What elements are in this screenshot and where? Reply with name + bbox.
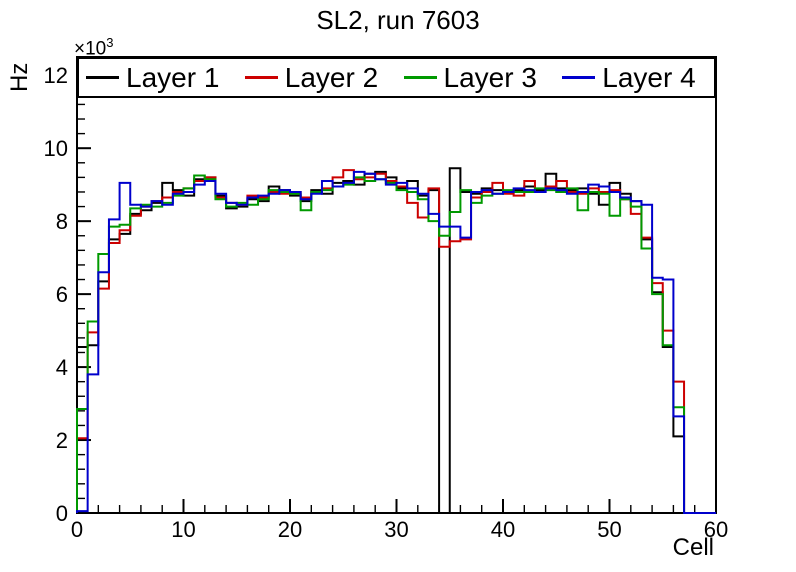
histogram-line-layer-1	[76, 167, 716, 514]
y-tick-label: 4	[56, 355, 68, 380]
legend-line-icon-layer-2	[244, 76, 278, 79]
histogram-line-layer-4	[76, 170, 716, 514]
legend-label-layer-2: Layer 2	[284, 61, 379, 93]
x-tick-label: 60	[704, 517, 728, 542]
x-axis-label: Cell	[672, 534, 714, 561]
legend-entry-layer-3: Layer 3	[397, 61, 556, 93]
y-axis-label: Hz	[6, 62, 33, 92]
plot-frame	[76, 56, 717, 514]
x-tick-label: 40	[491, 517, 515, 542]
y-tick-label: 0	[56, 501, 68, 526]
legend-line-icon-layer-3	[403, 76, 437, 79]
legend-entry-layer-4: Layer 4	[555, 61, 714, 93]
y-tick-label: 6	[56, 282, 68, 307]
histogram-line-layer-3	[76, 174, 716, 514]
legend-label-layer-3: Layer 3	[443, 61, 537, 93]
legend-label-layer-4: Layer 4	[602, 61, 696, 93]
y-axis-exponent-power: 3	[106, 35, 114, 50]
legend-box: Layer 1 Layer 2 Layer 3 Layer 4	[77, 57, 716, 98]
legend-line-icon-layer-1	[86, 76, 119, 79]
x-tick-label: 30	[384, 517, 408, 542]
y-axis-exponent-base: ×10	[74, 38, 107, 60]
plot-title: SL2, run 7603	[316, 5, 480, 35]
y-tick-label: 2	[56, 428, 68, 453]
histogram-line-layer-2	[76, 169, 716, 514]
y-tick-label: 8	[56, 209, 68, 234]
legend-entry-layer-1: Layer 1	[79, 61, 238, 93]
x-tick-label: 20	[278, 517, 302, 542]
y-axis-exponent: ×103	[74, 35, 113, 60]
x-tick-label: 10	[171, 517, 195, 542]
x-tick-label: 50	[597, 517, 621, 542]
legend-label-layer-1: Layer 1	[126, 61, 220, 93]
legend-line-icon-layer-4	[562, 76, 596, 79]
y-tick-label: 12	[44, 63, 68, 88]
x-tick-label: 0	[71, 517, 83, 542]
y-tick-label: 10	[44, 136, 68, 161]
legend-entry-layer-2: Layer 2	[238, 61, 397, 93]
